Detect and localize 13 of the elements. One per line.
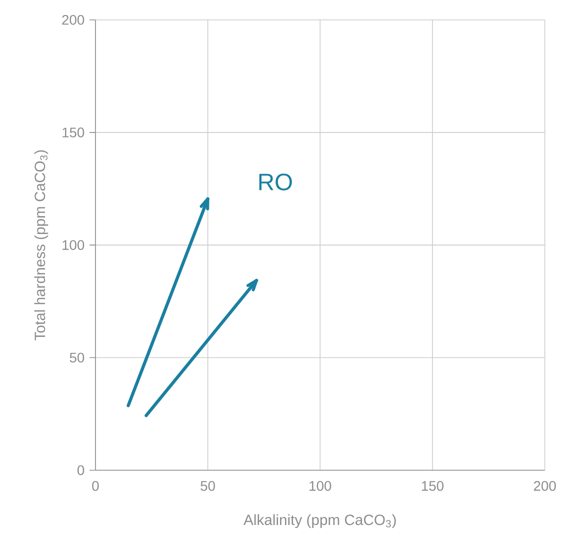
x-tick-label: 50 xyxy=(200,481,215,491)
annotation: RO xyxy=(259,174,292,191)
y-tick-label: 200 xyxy=(62,15,84,25)
x-tick-label: 200 xyxy=(534,481,556,491)
y-tick-label: 50 xyxy=(70,352,84,363)
y-axis-title: Total hardness (ppm CaCO$_{3}$) xyxy=(34,150,48,340)
y-tick-label: 150 xyxy=(62,128,84,138)
y-tick-label: 0 xyxy=(77,465,84,476)
x-tick-label: 150 xyxy=(422,481,444,491)
x-tick-label: 100 xyxy=(310,481,332,491)
x-axis-title: Alkalinity (ppm CaCO$_{3}$) xyxy=(244,514,396,528)
x-tick-label: 0 xyxy=(92,481,99,491)
y-tick-label: 100 xyxy=(62,240,84,250)
